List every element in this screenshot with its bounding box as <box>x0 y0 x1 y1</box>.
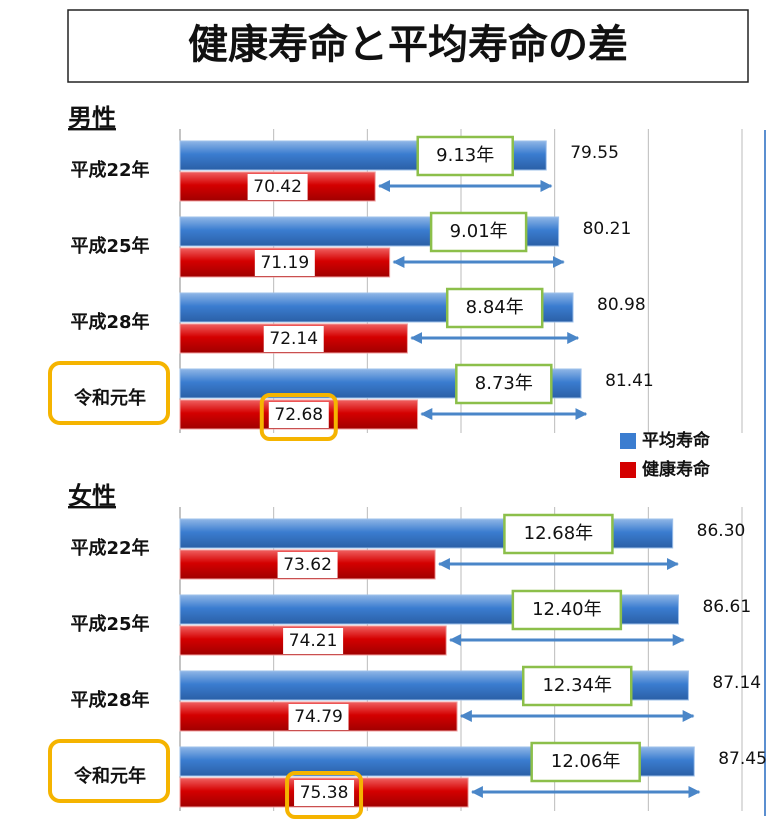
gap-label: 8.84年 <box>466 297 524 318</box>
value-label: 86.30 <box>697 521 746 541</box>
highlight-box <box>48 739 170 803</box>
category-label: 平成28年 <box>70 689 149 711</box>
gap-label-box <box>503 513 614 555</box>
highlight-box <box>285 771 364 819</box>
gap-label: 12.40年 <box>532 599 602 620</box>
gap-label-box <box>530 741 641 783</box>
value-label: 71.19 <box>260 253 309 273</box>
highlight-box <box>259 393 338 441</box>
label-box <box>283 628 344 654</box>
category-label: 平成25年 <box>70 235 149 257</box>
category-label: 平成28年 <box>70 311 149 333</box>
category-label: 令和元年 <box>73 387 146 409</box>
gap-label-box <box>429 211 528 253</box>
panel-title: 女性 <box>68 482 116 510</box>
label-box <box>288 704 349 730</box>
value-label: 87.45 <box>718 749 767 769</box>
gap-label: 12.68年 <box>524 523 594 544</box>
page-title: 健康寿命と平均寿命の差 <box>188 22 628 68</box>
category-label: 平成22年 <box>70 537 149 559</box>
label-box <box>268 402 329 428</box>
legend-swatch <box>620 433 636 449</box>
category-label: 平成25年 <box>70 613 149 635</box>
gap-label: 9.13年 <box>436 145 494 166</box>
value-label: 79.55 <box>570 143 619 163</box>
value-label: 75.38 <box>300 783 349 803</box>
value-label: 81.41 <box>605 371 654 391</box>
value-label: 73.62 <box>283 555 332 575</box>
value-label: 80.21 <box>583 219 632 239</box>
value-label: 87.14 <box>712 673 761 693</box>
gap-label-box <box>445 287 544 329</box>
gap-label: 12.34年 <box>542 675 612 696</box>
legend-label: 平均寿命 <box>642 430 711 451</box>
value-label: 72.14 <box>269 329 318 349</box>
legend-label: 健康寿命 <box>642 459 711 480</box>
value-label: 86.61 <box>702 597 751 617</box>
value-label: 80.98 <box>597 295 646 315</box>
category-label: 令和元年 <box>73 765 146 787</box>
label-box <box>263 326 324 352</box>
value-label: 72.68 <box>274 405 323 425</box>
legend-swatch <box>620 462 636 478</box>
title-box <box>67 9 749 83</box>
label-box <box>277 552 338 578</box>
gap-label: 9.01年 <box>450 221 508 242</box>
value-label: 74.21 <box>289 631 338 651</box>
category-label: 平成22年 <box>70 159 149 181</box>
label-box <box>294 780 355 806</box>
gap-label: 8.73年 <box>475 373 533 394</box>
gap-label-box <box>416 135 514 177</box>
label-box <box>247 174 308 200</box>
value-label: 70.42 <box>253 177 302 197</box>
label-box <box>254 250 315 276</box>
value-label: 74.79 <box>294 707 343 727</box>
gap-label-box <box>455 363 553 405</box>
panel-title: 男性 <box>68 104 116 132</box>
gap-label-box <box>511 589 623 631</box>
highlight-box <box>48 361 170 425</box>
gap-label: 12.06年 <box>551 751 621 772</box>
gap-label-box <box>521 665 633 707</box>
